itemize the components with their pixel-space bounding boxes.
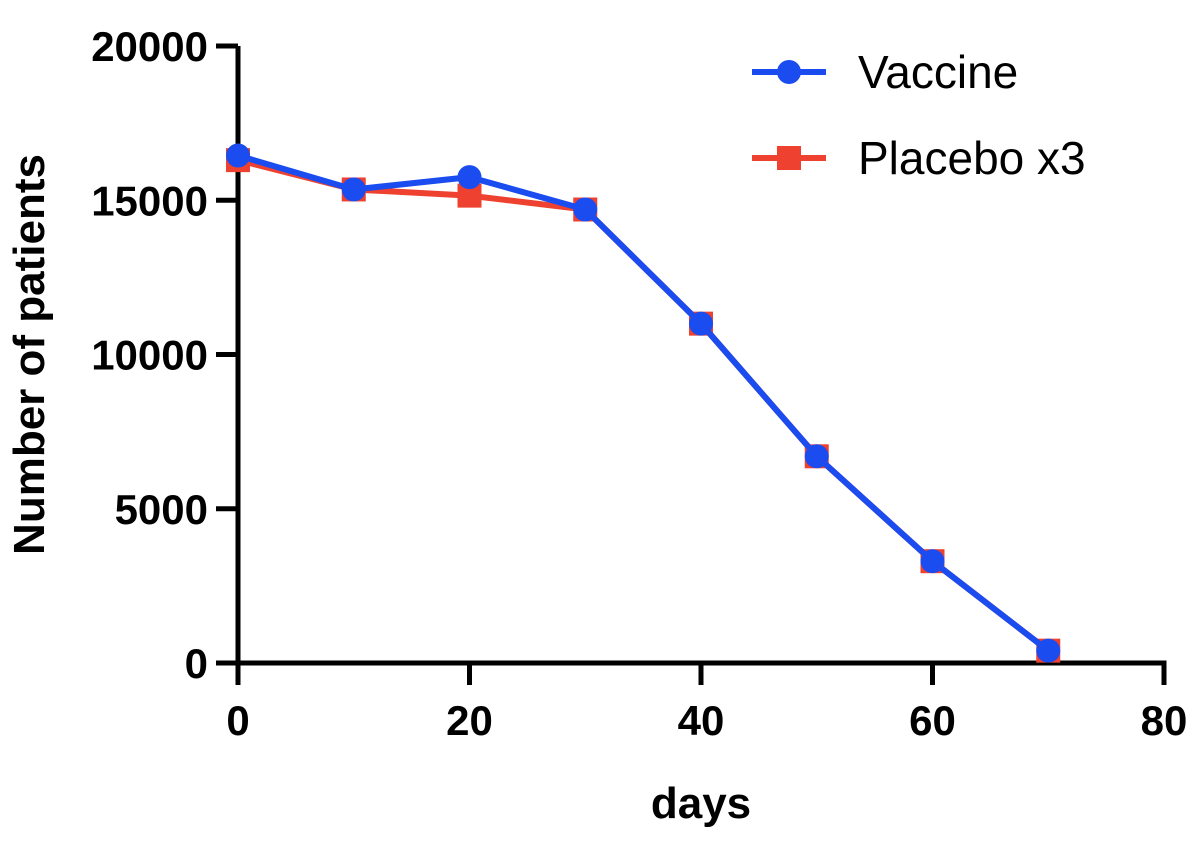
x-axis-title: days	[651, 779, 751, 828]
series-line	[237, 157, 1051, 654]
y-axis-title: Number of patients	[5, 154, 54, 555]
y-tick-label: 0	[185, 640, 208, 687]
data-point-circle	[457, 165, 482, 190]
x-tick-label: 80	[1141, 697, 1188, 744]
legend-item: Vaccine	[752, 46, 1018, 98]
legend-item: Placebo x3	[752, 132, 1086, 184]
data-point-circle	[1036, 638, 1061, 663]
legend-label: Vaccine	[858, 46, 1018, 98]
x-tick-label: 40	[678, 697, 725, 744]
x-tick-label: 0	[226, 697, 249, 744]
legend-marker-square	[777, 146, 801, 170]
y-ticks: 0 5000 10000 15000 20000	[91, 23, 238, 687]
data-point-circle	[920, 549, 945, 574]
series-line	[237, 152, 1051, 654]
x-tick-label: 60	[909, 697, 956, 744]
data-point-circle	[226, 143, 250, 168]
series-layer	[226, 143, 1061, 663]
y-tick-label: 15000	[91, 177, 208, 224]
y-tick-label: 10000	[91, 332, 208, 379]
data-point-circle	[689, 311, 713, 336]
legend: Vaccine Placebo x3	[752, 46, 1086, 184]
data-point-circle	[341, 177, 366, 202]
data-point-circle	[804, 444, 829, 469]
legend-label: Placebo x3	[858, 132, 1086, 184]
x-tick-label: 20	[446, 697, 493, 744]
legend-marker-circle	[777, 60, 801, 84]
series-placebo-x3	[226, 148, 1061, 663]
data-point-circle	[573, 197, 598, 222]
x-ticks: 0 20 40 60 80	[226, 663, 1187, 744]
y-tick-label: 5000	[115, 486, 208, 533]
series-vaccine	[226, 143, 1061, 663]
y-tick-label: 20000	[91, 23, 208, 70]
